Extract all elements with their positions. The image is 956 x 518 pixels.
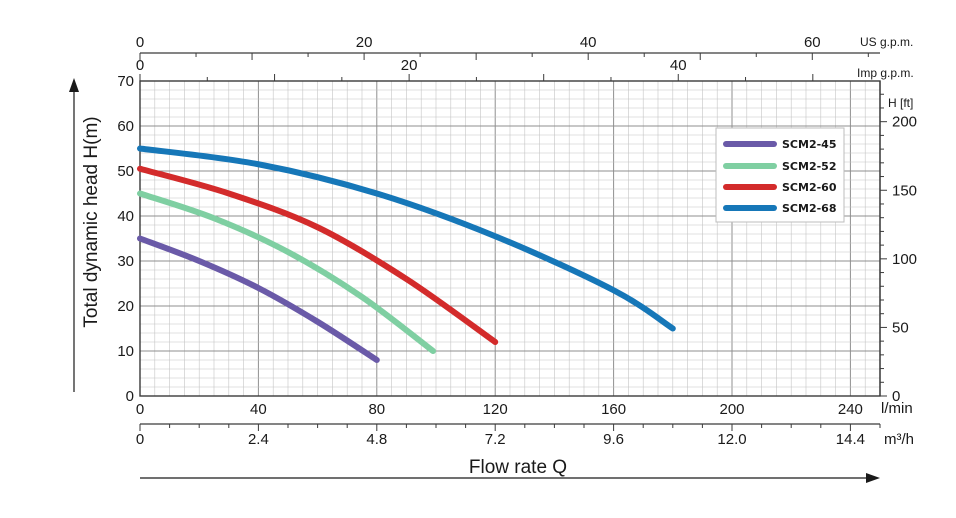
y-tick-label: 70 <box>117 73 134 90</box>
x2-tick-label: 4.8 <box>366 431 387 448</box>
curve-scm2-52 <box>137 190 437 354</box>
x-axis-arrowhead <box>866 473 880 483</box>
y-tick-label: 0 <box>126 388 134 405</box>
curve-scm2-68 <box>137 145 676 332</box>
curve-scm2-60 <box>137 165 499 345</box>
legend-item: SCM2-60 <box>723 181 837 194</box>
us-gpm-tick-label: 0 <box>136 34 144 51</box>
legend-label-scm2-60: SCM2-60 <box>782 181 837 194</box>
right-axis-unit-label: H [ft] <box>888 96 913 110</box>
us-gpm-unit-label: US g.p.m. <box>860 35 913 49</box>
x-tick-label: 160 <box>601 401 626 418</box>
y-axis-title: Total dynamic head H(m) <box>81 116 102 327</box>
y-tick-label: 10 <box>117 343 134 360</box>
x-tick-label: 80 <box>368 401 385 418</box>
x2-unit-label: m³/h <box>884 431 914 448</box>
imp-gpm-tick-label: 20 <box>401 57 418 74</box>
y-tick-label: 20 <box>117 298 134 315</box>
x-axis-title: Flow rate Q <box>469 457 567 478</box>
right-tick-label: 150 <box>892 182 917 199</box>
x2-tick-label: 0 <box>136 431 144 448</box>
performance-curves <box>137 145 676 363</box>
x-tick-label: 120 <box>483 401 508 418</box>
y-axis-arrowhead <box>69 78 79 92</box>
x2-tick-label: 7.2 <box>485 431 506 448</box>
imp-gpm-tick-label: 40 <box>670 57 687 74</box>
x2-tick-label: 12.0 <box>717 431 746 448</box>
x2-tick-label: 14.4 <box>836 431 865 448</box>
right-tick-label: 0 <box>892 388 900 405</box>
y-tick-label: 40 <box>117 208 134 225</box>
legend: SCM2-45 SCM2-52 SCM2-60 SCM2-68 <box>715 127 845 223</box>
legend-label-scm2-68: SCM2-68 <box>782 202 836 215</box>
right-tick-label: 100 <box>892 251 917 268</box>
x-unit-label: l/min <box>881 400 913 417</box>
y-tick-label: 50 <box>117 163 134 180</box>
imp-gpm-tick-label: 0 <box>136 57 144 74</box>
y-tick-label: 30 <box>117 253 134 270</box>
us-gpm-tick-label: 20 <box>356 34 373 51</box>
right-tick-label: 50 <box>892 319 909 336</box>
x2-tick-label: 9.6 <box>603 431 624 448</box>
x2-tick-label: 2.4 <box>248 431 269 448</box>
legend-item: SCM2-45 <box>723 138 836 151</box>
us-gpm-tick-label: 40 <box>580 34 597 51</box>
y-tick-label: 60 <box>117 118 134 135</box>
legend-label-scm2-45: SCM2-45 <box>782 138 836 151</box>
x-tick-label: 240 <box>838 401 863 418</box>
x-tick-label: 0 <box>136 401 144 418</box>
curve-scm2-45 <box>137 235 380 363</box>
legend-label-scm2-52: SCM2-52 <box>782 160 836 173</box>
x-tick-label: 40 <box>250 401 267 418</box>
imp-gpm-unit-label: Imp g.p.m. <box>857 66 914 80</box>
legend-item: SCM2-68 <box>723 202 836 215</box>
right-tick-label: 200 <box>892 114 917 131</box>
x-tick-label: 200 <box>719 401 744 418</box>
legend-item: SCM2-52 <box>723 160 836 173</box>
us-gpm-tick-label: 60 <box>804 34 821 51</box>
